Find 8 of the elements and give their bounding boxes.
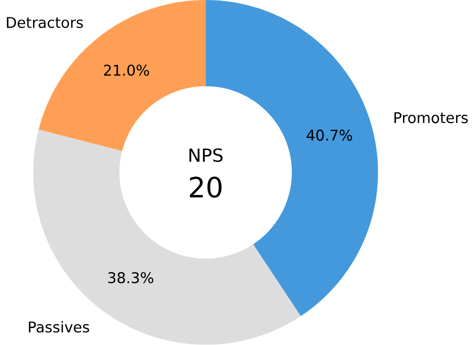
- data-label: 21.0%: [104, 64, 150, 76]
- slice-label: Promoters: [394, 112, 468, 124]
- text: 20: [190, 176, 222, 198]
- data-label: 40.7%: [306, 130, 352, 141]
- data-label: 38.3%: [108, 272, 154, 284]
- text: NPS: [189, 148, 223, 162]
- slice-label: Detractors: [6, 17, 83, 28]
- slice-label: Passives: [28, 321, 90, 333]
